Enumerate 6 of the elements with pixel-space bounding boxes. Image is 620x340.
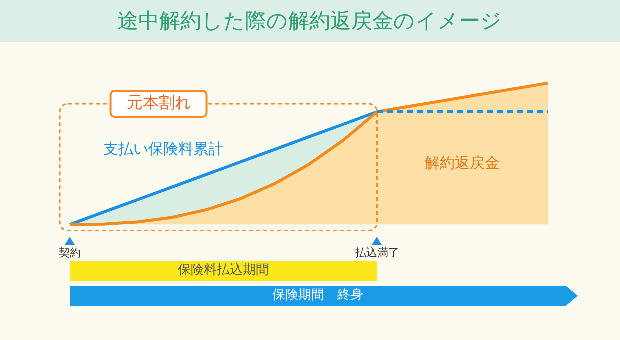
x-tick-label: 払込満了 <box>354 246 400 260</box>
x-tick-label: 契約 <box>59 246 81 260</box>
chart-title: 途中解約した際の解約返戻金のイメージ <box>0 0 620 42</box>
annotation: 元本割れ <box>126 93 191 112</box>
series-label: 支払い保険料累計 <box>103 140 224 158</box>
series-label: 解約返戻金 <box>425 154 500 172</box>
